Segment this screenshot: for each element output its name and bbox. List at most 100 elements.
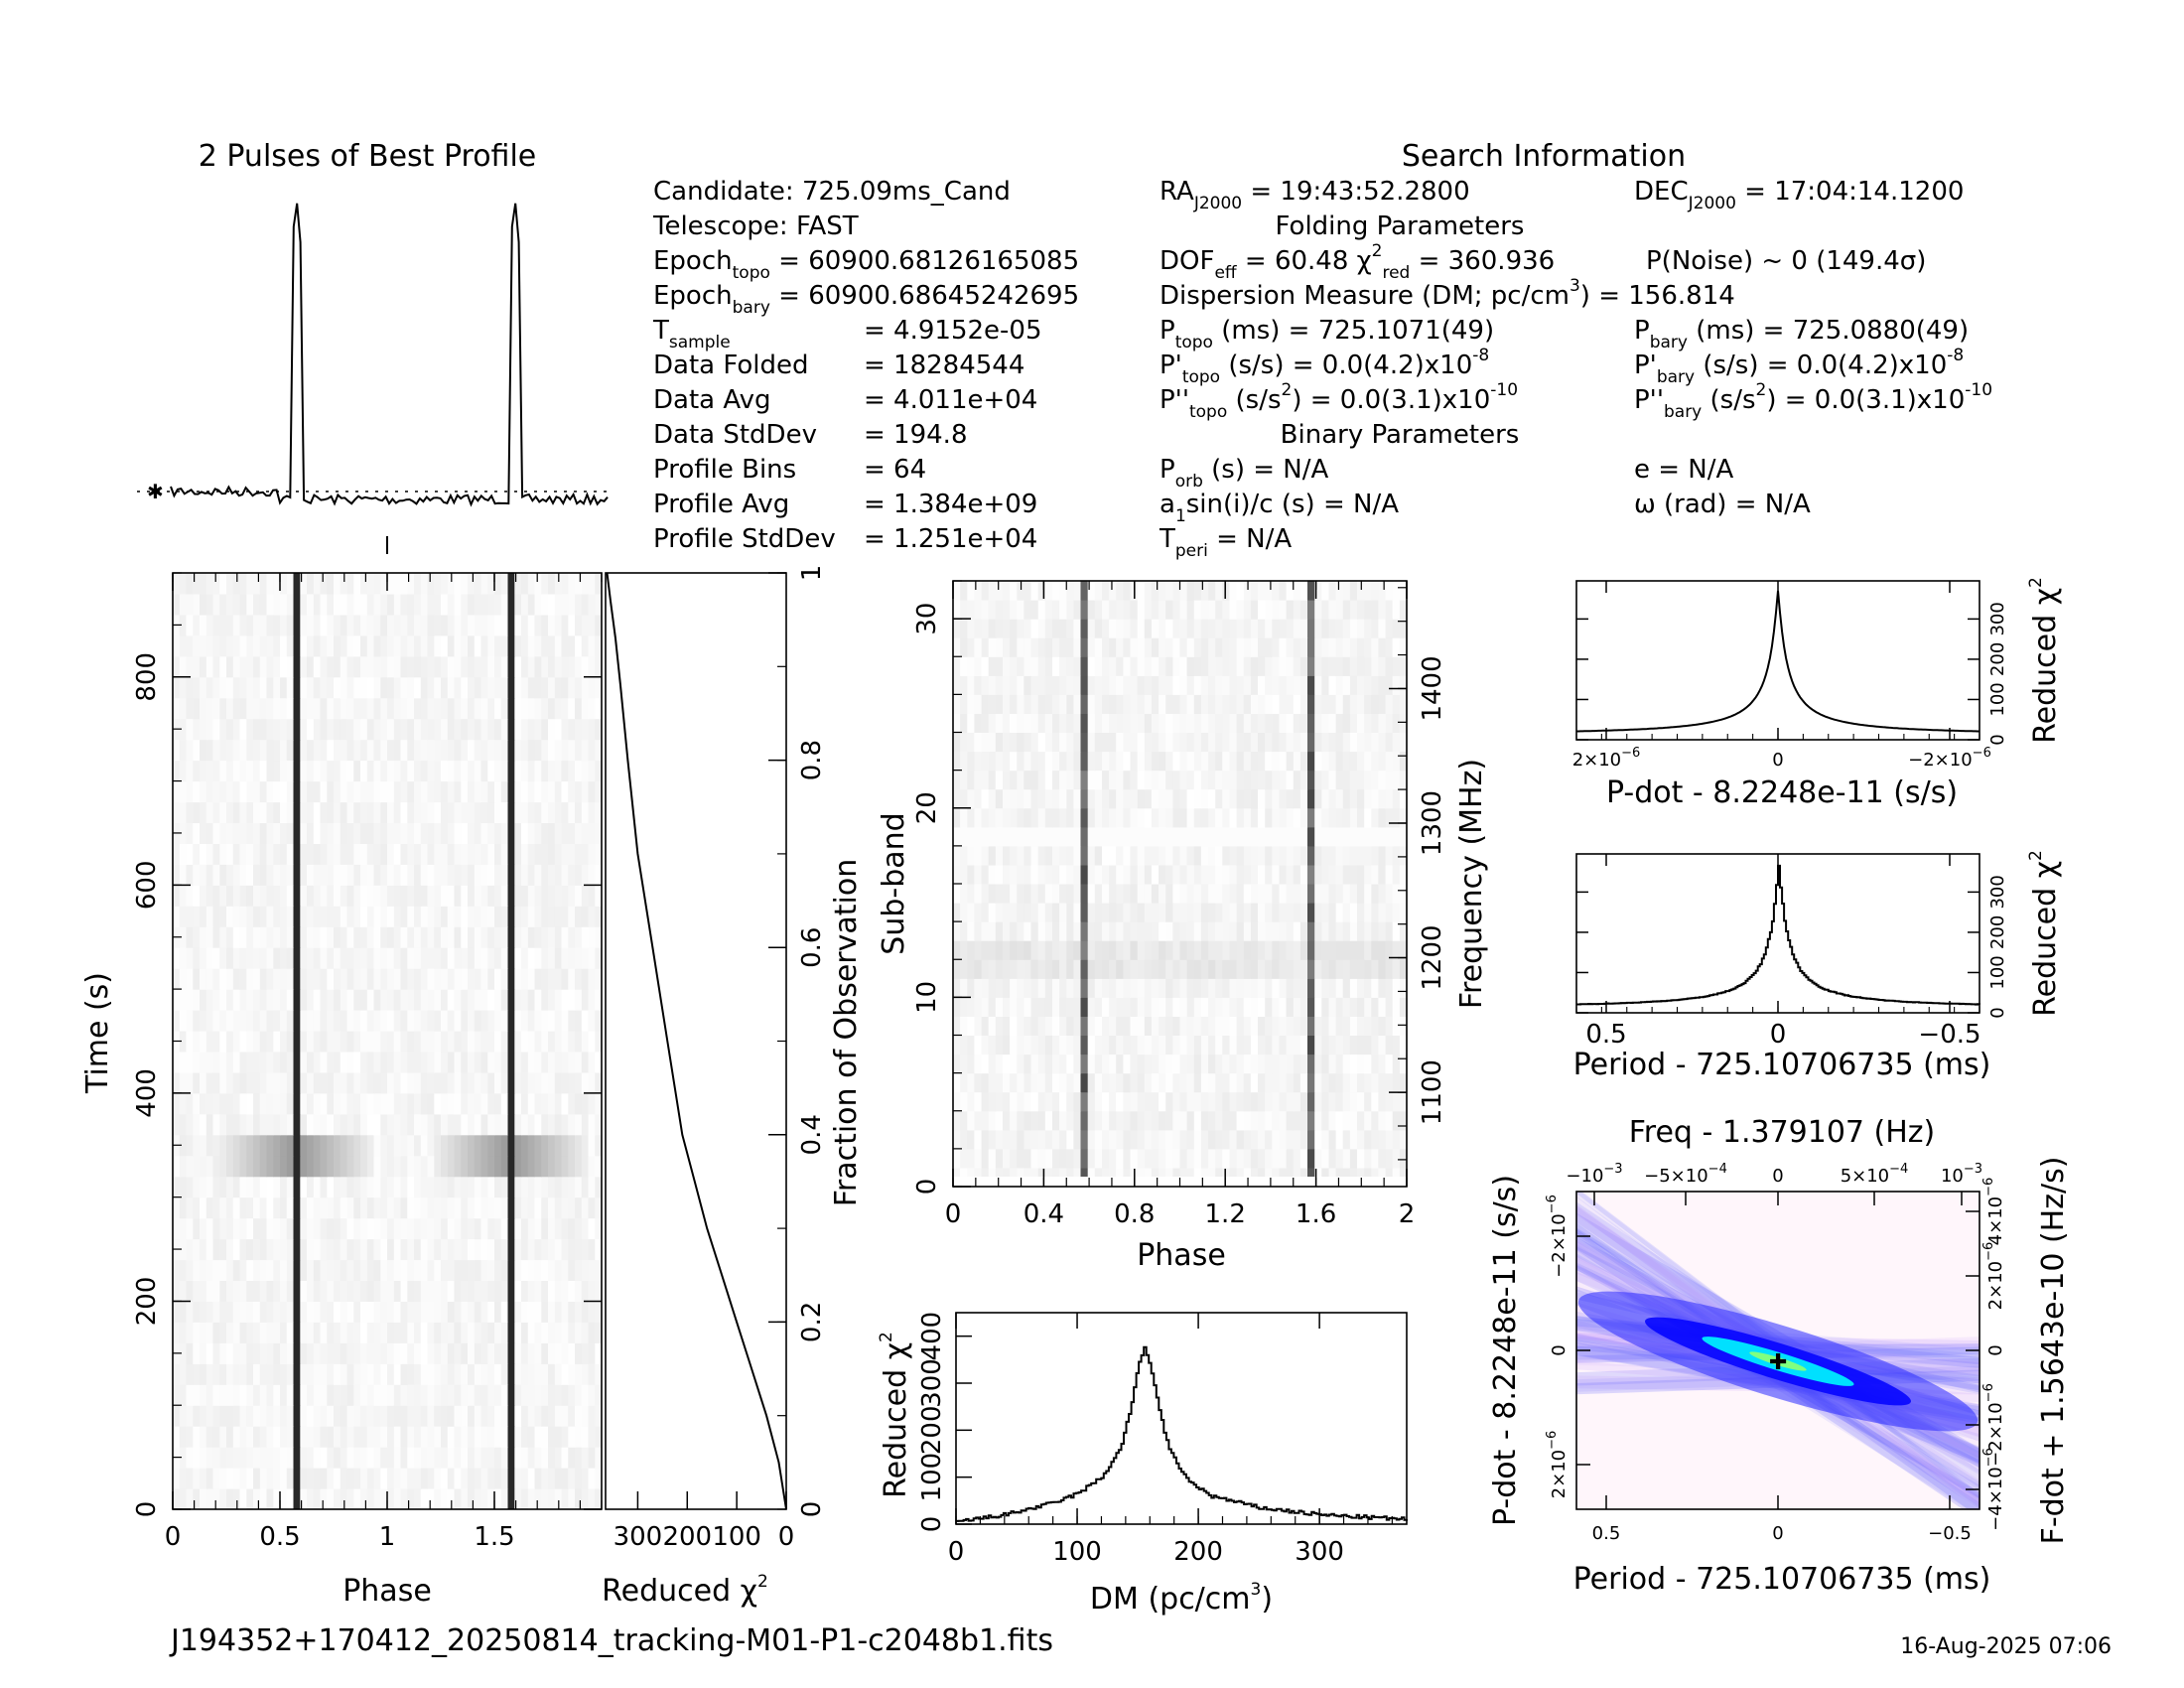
heatmap-cell [960,1054,968,1074]
heatmap-cell [1017,732,1024,753]
heatmap-cell [953,978,961,998]
heatmap-cell [1364,1054,1372,1074]
heatmap-cell [366,1113,375,1136]
heatmap-cell [186,1342,194,1364]
heatmap-cell [266,947,274,969]
heatmap-cell [400,1468,408,1489]
heatmap-cell [548,1155,556,1178]
heatmap-cell [420,655,429,678]
heatmap-cell [246,760,254,782]
heatmap-cell [1342,997,1351,1017]
heatmap-cell [500,594,509,616]
heatmap-cell [387,573,395,595]
heatmap-cell [468,1071,476,1094]
heatmap-cell [575,1301,583,1323]
heatmap-cell [327,1113,335,1136]
heatmap-cell [266,697,274,720]
chi-vs-time-frame [605,572,787,1510]
heatmap-cell [1172,751,1180,772]
info-left-label: Profile StdDev [653,524,836,554]
heatmap-cell [1102,921,1110,941]
heatmap-cell [232,1259,241,1281]
heatmap-cell [1010,1110,1018,1131]
heatmap-cell [340,926,348,948]
heatmap-cell [487,1113,495,1136]
heatmap-cell [441,1280,449,1302]
heatmap-cell [293,614,301,636]
heatmap-cell [981,1016,990,1036]
heatmap-cell [226,1488,234,1509]
heatmap-cell [1073,959,1081,979]
heatmap-cell [1321,1148,1329,1169]
heatmap-cell [441,1322,449,1343]
heatmap-cell [521,1196,529,1219]
heatmap-cell [1272,1054,1280,1074]
heatmap-cell [380,864,388,886]
heatmap-cell [186,1259,194,1281]
heatmap-cell [259,1322,268,1343]
heatmap-cell [1037,978,1046,998]
heatmap-cell [1010,1167,1018,1177]
heatmap-cell [468,614,476,636]
heatmap-cell [1030,770,1039,790]
heatmap-cell [1229,959,1238,979]
heatmap-cell [293,1342,301,1364]
heatmap-cell [286,718,295,741]
heatmap-cell [1186,694,1195,714]
heatmap-cell [534,718,542,741]
heatmap-cell [340,1217,348,1240]
heatmap-cell [1073,1167,1081,1177]
heatmap-cell [239,1113,247,1136]
heatmap-cell [514,573,522,595]
heatmap-cell [494,780,502,803]
profile-plot: ✱ [137,203,609,554]
heatmap-cell [447,1031,456,1053]
heatmap-cell [200,1280,207,1302]
heatmap-cell [521,1031,529,1053]
heatmap-cell [441,573,449,595]
heatmap-cell [988,1110,997,1131]
heatmap-cell [1357,751,1365,772]
heatmap-cell [1286,675,1295,695]
heatmap-cell [400,801,408,823]
heatmap-cell [1385,1148,1394,1169]
heatmap-cell [1399,940,1407,960]
heatmap-cell [179,1155,188,1178]
heatmap-cell [414,801,422,823]
heatmap-cell [1286,1016,1295,1036]
heatmap-cell [1087,675,1096,695]
heatmap-cell [1137,1091,1146,1112]
heatmap-cell [1349,1091,1358,1112]
heatmap-cell [266,1468,274,1489]
heatmap-cell [447,1280,456,1302]
heatmap-cell [1059,1091,1067,1112]
heatmap-cell [447,634,456,657]
heatmap-cell [400,697,408,720]
heatmap-cell [1236,637,1245,657]
heatmap-cell [1293,921,1301,941]
heatmap-cell [259,1488,268,1509]
heatmap-cell [527,1071,536,1094]
heatmap-cell [1017,1167,1024,1177]
heatmap-cell [541,1468,549,1489]
heatmap-cell [967,826,975,847]
heatmap-cell [232,1217,241,1240]
heatmap-cell [1307,1016,1315,1036]
heatmap-cell [212,1031,220,1053]
heatmap-cell [1066,713,1074,733]
heatmap-cell [259,843,268,865]
heatmap-cell [588,1238,596,1261]
heatmap-cell [468,573,476,595]
heatmap-cell [1364,656,1372,676]
heatmap-cell [300,573,308,595]
heatmap-cell [1342,807,1351,828]
heatmap-cell [300,1196,308,1219]
heatmap-cell [366,885,375,907]
heatmap-cell [173,1468,181,1489]
heatmap-cell [595,926,602,948]
heatmap-cell [173,968,181,990]
heatmap-cell [1102,656,1110,676]
heatmap-cell [1159,884,1166,904]
heatmap-cell [1378,1035,1386,1055]
heatmap-cell [1102,1129,1110,1150]
